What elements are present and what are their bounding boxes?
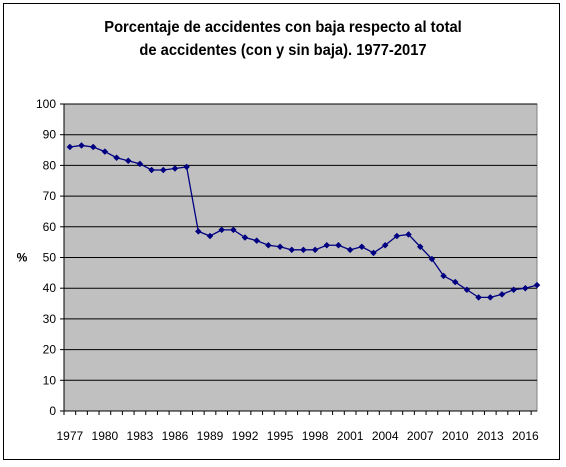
data-point (358, 243, 366, 251)
y-tick-label: 60 (43, 220, 57, 234)
x-tick-label: 1989 (197, 429, 224, 443)
x-tick-label: 1986 (162, 429, 189, 443)
y-tick-label: 90 (43, 128, 57, 142)
data-point (393, 232, 401, 240)
data-point (183, 163, 190, 171)
data-point (276, 243, 284, 251)
data-point (533, 281, 541, 289)
y-tick-label: 10 (43, 373, 57, 387)
data-point (265, 241, 272, 249)
y-tick-label: 0 (49, 404, 56, 418)
data-point (475, 294, 482, 301)
y-tick-label: 30 (43, 312, 57, 326)
chart-title: Porcentaje de accidentes con baja respec… (23, 16, 544, 62)
data-point (241, 234, 249, 241)
y-axis-label: % (17, 251, 28, 265)
data-point (300, 246, 307, 254)
data-point (463, 286, 471, 294)
data-point (171, 165, 179, 172)
x-tick-label: 2016 (512, 429, 539, 443)
data-point (206, 232, 214, 240)
y-tick-label: 50 (43, 251, 57, 265)
data-point (124, 157, 132, 165)
data-point (451, 278, 459, 286)
data-point (323, 241, 331, 249)
x-tick-label: 2013 (477, 429, 504, 443)
x-tick-label: 1998 (302, 429, 329, 443)
data-point (89, 143, 97, 151)
data-point (159, 166, 167, 174)
x-tick-label: 1995 (267, 429, 294, 443)
y-tick-label: 100 (36, 97, 56, 111)
x-tick-label: 1983 (127, 429, 154, 443)
y-tick-label: 20 (43, 343, 57, 357)
data-point (510, 286, 517, 294)
data-point (101, 148, 109, 155)
data-point (113, 154, 120, 162)
y-tick-label: 80 (43, 158, 57, 172)
y-tick-label: 70 (43, 189, 57, 203)
chart-title-line-2: de accidentes (con y sin baja). 1977-201… (139, 42, 427, 59)
chart-title-line-1: Porcentaje de accidentes con baja respec… (104, 19, 462, 36)
data-point (440, 272, 447, 280)
data-point (521, 284, 529, 292)
data-point (405, 231, 412, 238)
data-point (218, 226, 226, 234)
data-point (335, 241, 342, 249)
data-point (78, 142, 85, 149)
data-point (486, 294, 494, 301)
data-point (311, 246, 319, 254)
data-point (428, 255, 436, 263)
data-point (346, 246, 354, 254)
x-tick-label: 1992 (232, 429, 259, 443)
data-point (253, 237, 261, 244)
y-tick-label: 40 (43, 281, 57, 295)
data-point (381, 241, 389, 249)
data-point (148, 166, 155, 174)
x-tick-label: 2001 (337, 429, 364, 443)
data-point (136, 160, 144, 168)
x-tick-label: 1977 (56, 429, 83, 443)
x-tick-label: 2007 (407, 429, 434, 443)
x-tick-label: 2010 (442, 429, 469, 443)
data-point (194, 228, 202, 235)
data-point (66, 143, 74, 151)
data-point (288, 246, 296, 254)
data-point (416, 243, 424, 251)
data-point (229, 226, 237, 234)
data-point (498, 290, 506, 298)
x-tick-label: 2004 (372, 429, 399, 443)
data-point (370, 249, 377, 257)
x-tick-label: 1980 (92, 429, 119, 443)
